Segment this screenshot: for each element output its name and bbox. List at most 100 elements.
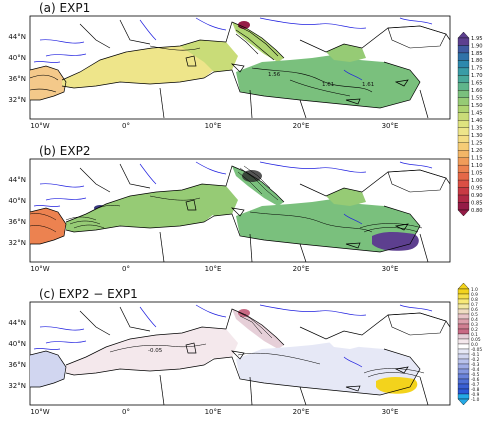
colorbar-top: 1.951.90 1.851.80 1.751.70 1.651.60 1.551.50… — [457, 31, 483, 217]
colorbar-top-label-3: 1.80 — [471, 58, 483, 64]
panel-c-atlantic — [30, 351, 66, 387]
panel-b-title: (b) EXP2 — [39, 144, 90, 158]
colorbar-bottom-swatch-1 — [457, 293, 470, 300]
colorbar-bottom-swatch-21 — [457, 393, 470, 400]
colorbar-bottom-swatch-5 — [457, 313, 470, 320]
colorbar-bottom-label-20: -0.8 — [471, 387, 480, 393]
colorbar-bottom-swatch-10 — [457, 338, 470, 345]
panel-c-xtick-10e: 10°E — [205, 408, 222, 416]
panel-b-y-ticks: 44°N 40°N 36°N 32°N — [8, 176, 26, 247]
colorbar-bottom: 1.00.90.80.70.60.50.40.30.20.10.050.0-0.… — [457, 282, 482, 406]
panel-c-levant-yellow — [376, 377, 418, 394]
colorbar-bottom-label-14: -0.2 — [471, 357, 480, 363]
colorbar-bottom-label-6: 0.4 — [471, 317, 478, 323]
panel-c-ytick-36: 36°N — [8, 361, 26, 369]
panel-a-xtick-30e: 30°E — [382, 122, 399, 130]
colorbar-top-label-11: 1.40 — [471, 118, 483, 124]
colorbar-bottom-label-2: 0.8 — [471, 297, 478, 303]
panel-c-ytick-32: 32°N — [8, 382, 26, 390]
panel-b-ytick-36: 36°N — [8, 218, 26, 226]
panel-b-x-ticks: 10°W 0° 10°E 20°E 30°E — [30, 265, 398, 273]
panel-b-tyrrhenian — [182, 184, 238, 216]
panel-b-levant-purple — [372, 232, 419, 251]
panel-c-title: (c) EXP2 − EXP1 — [39, 287, 138, 301]
colorbar-bottom-label-3: 0.7 — [471, 302, 478, 308]
colorbar-bottom-swatch-7 — [457, 323, 470, 330]
panel-a-xtick-0: 0° — [122, 122, 130, 130]
colorbar-bottom-label-22: -1.0 — [471, 397, 480, 403]
colorbar-bottom-swatch-14 — [457, 358, 470, 365]
panel-b: (b) EXP2 — [8, 144, 451, 273]
colorbar-top-label-20: 0.95 — [471, 185, 483, 191]
panel-a-y-ticks: 44°N 40°N 36°N 32°N — [8, 33, 26, 104]
panel-c-xtick-10w: 10°W — [30, 408, 49, 416]
panel-a-contour-label-2: 1.61 — [322, 82, 334, 88]
colorbar-bottom-label-15: -0.3 — [471, 362, 480, 368]
colorbar-top-label-12: 1.35 — [471, 126, 483, 132]
colorbar-bottom-swatch-2 — [457, 298, 470, 305]
colorbar-top-swatch-11 — [457, 120, 470, 128]
colorbar-top-label-4: 1.75 — [471, 66, 483, 72]
colorbar-top-label-10: 1.45 — [471, 111, 483, 117]
panel-c-east-med — [236, 341, 420, 395]
panel-c-ytick-44: 44°N — [8, 319, 26, 327]
panel-c-xtick-30e: 30°E — [382, 408, 399, 416]
colorbar-bottom-swatch-16 — [457, 368, 470, 375]
colorbar-top-label-14: 1.25 — [471, 140, 483, 146]
panel-c-adriatic-spot — [238, 309, 250, 317]
colorbar-top-label-7: 1.60 — [471, 88, 483, 94]
colorbar-bottom-cap-top — [457, 282, 470, 290]
colorbar-top-swatch-6 — [457, 82, 470, 91]
panel-a-east-med — [236, 54, 420, 108]
panel-a-rivers — [33, 17, 433, 81]
panel-a: (a) EXP1 — [8, 1, 451, 130]
colorbar-top-swatch-13 — [457, 135, 470, 143]
panel-a-west-med — [62, 46, 214, 88]
panel-b-west-med — [66, 190, 214, 232]
colorbar-top-swatch-10 — [457, 112, 470, 121]
colorbar-top-swatch-1 — [457, 45, 470, 54]
colorbar-top-swatch-22 — [457, 202, 470, 211]
colorbar-bottom-label-1: 0.9 — [471, 292, 478, 298]
colorbar-top-label-21: 0.90 — [471, 193, 483, 199]
panel-c-xtick-20e: 20°E — [293, 408, 310, 416]
colorbar-top-label-1: 1.90 — [471, 43, 483, 49]
panel-a-contour-label-1: 1.56 — [268, 72, 281, 78]
panel-a-x-ticks: 10°W 0° 10°E 20°E 30°E — [30, 122, 398, 130]
colorbar-bottom-swatch-8 — [457, 328, 470, 335]
colorbar-top-swatch-20 — [457, 187, 470, 196]
panel-c-ytick-40: 40°N — [8, 340, 26, 348]
panel-b-xtick-20e: 20°E — [293, 265, 310, 273]
colorbar-bottom-label-17: -0.5 — [471, 372, 480, 378]
colorbar-bottom-label-19: -0.7 — [471, 382, 480, 388]
colorbar-bottom-swatch-4 — [457, 308, 470, 315]
panel-a-xtick-10e: 10°E — [205, 122, 222, 130]
colorbar-bottom-swatch-6 — [457, 318, 470, 325]
colorbar-bottom-swatch-20 — [457, 388, 470, 395]
colorbar-bottom-swatch-18 — [457, 378, 470, 385]
colorbar-top-swatch-0 — [457, 37, 470, 46]
colorbar-bottom-label-16: -0.4 — [471, 367, 480, 373]
colorbar-top-label-16: 1.15 — [471, 155, 483, 161]
panel-b-atlantic — [30, 208, 66, 244]
colorbar-top-swatch-7 — [457, 90, 470, 98]
colorbar-top-label-22: 0.85 — [471, 200, 483, 206]
colorbar-bottom-label-0: 1.0 — [471, 287, 478, 293]
panel-c-contours — [109, 311, 321, 365]
panel-b-xtick-0: 0° — [122, 265, 130, 273]
colorbar-top-label-23: 0.80 — [471, 208, 483, 214]
panel-c-west-med — [66, 333, 214, 375]
panel-c-contour-label-1: -0.05 — [148, 348, 163, 354]
colorbar-top-swatch-17 — [457, 164, 470, 173]
colorbar-bottom-swatch-0 — [457, 288, 470, 295]
colorbar-bottom-swatch-17 — [457, 373, 470, 380]
panel-a-contours — [30, 25, 373, 97]
panel-a-tyrrhenian — [180, 40, 238, 72]
colorbar-bottom-swatch-13 — [457, 353, 470, 360]
colorbar-top-swatch-3 — [457, 60, 470, 69]
colorbar-top-swatch-4 — [457, 67, 470, 76]
colorbar-bottom-swatch-11 — [457, 343, 470, 350]
panel-a-hotspot — [238, 21, 250, 29]
colorbar-top-label-15: 1.20 — [471, 148, 483, 154]
panel-a-ytick-40: 40°N — [8, 54, 26, 62]
